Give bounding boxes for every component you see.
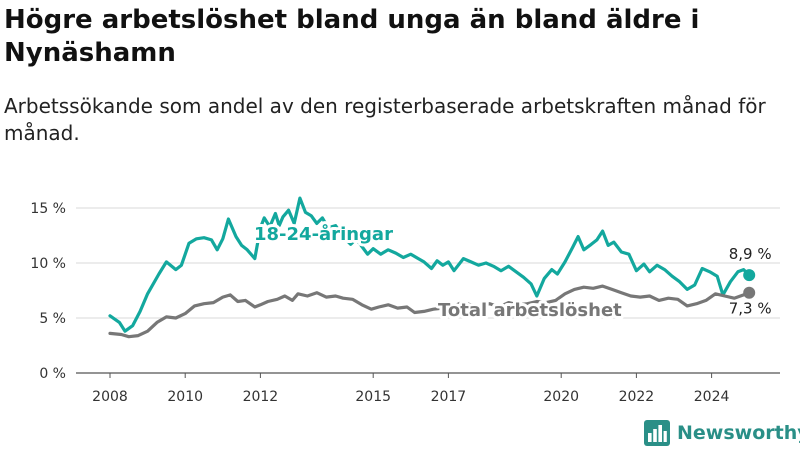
series-line [108, 284, 751, 339]
chart-title: Högre arbetslöshet bland unga än bland ä… [4, 5, 700, 68]
x-tick-label: 2024 [694, 389, 730, 405]
series-label-halo: Total arbetslöshet [438, 300, 622, 321]
newsworthy-logo: Newsworthy [644, 419, 800, 447]
chart-subtitle: Arbetssökande som andel av den registerb… [4, 94, 766, 145]
y-tick-label: 15 % [30, 201, 66, 217]
x-axis: 2008 2010 2012 2015 2017 2020 2022 2024 [76, 372, 780, 405]
gridlines [76, 207, 780, 319]
end-value-label: 7,3 % [729, 300, 772, 318]
bar-chart-logo-icon [644, 420, 670, 446]
x-tick-label: 2017 [431, 389, 467, 405]
series-layer [108, 196, 756, 339]
series-label: Total arbetslöshet [438, 300, 622, 321]
series-end-dot [743, 286, 756, 299]
series-label: 18-24-åringar [254, 223, 393, 245]
x-tick-label: 2015 [355, 389, 391, 405]
y-axis: 0 % 5 % 10 % 15 % [30, 201, 66, 382]
x-tick-label: 2010 [167, 389, 203, 405]
brand-name: Newsworthy [677, 422, 800, 444]
end-value-label: 8,9 % [729, 245, 772, 263]
series-label-halo: 18-24-åringar [254, 223, 393, 245]
y-tick-label: 10 % [30, 256, 66, 272]
x-tick-label: 2008 [92, 389, 128, 405]
series-line [108, 196, 751, 333]
y-tick-label: 0 % [39, 366, 66, 382]
series-end-dot [743, 269, 756, 282]
x-tick-label: 2012 [243, 389, 279, 405]
x-tick-label: 2020 [543, 389, 579, 405]
x-tick-label: 2022 [619, 389, 655, 405]
y-tick-label: 5 % [39, 311, 66, 327]
